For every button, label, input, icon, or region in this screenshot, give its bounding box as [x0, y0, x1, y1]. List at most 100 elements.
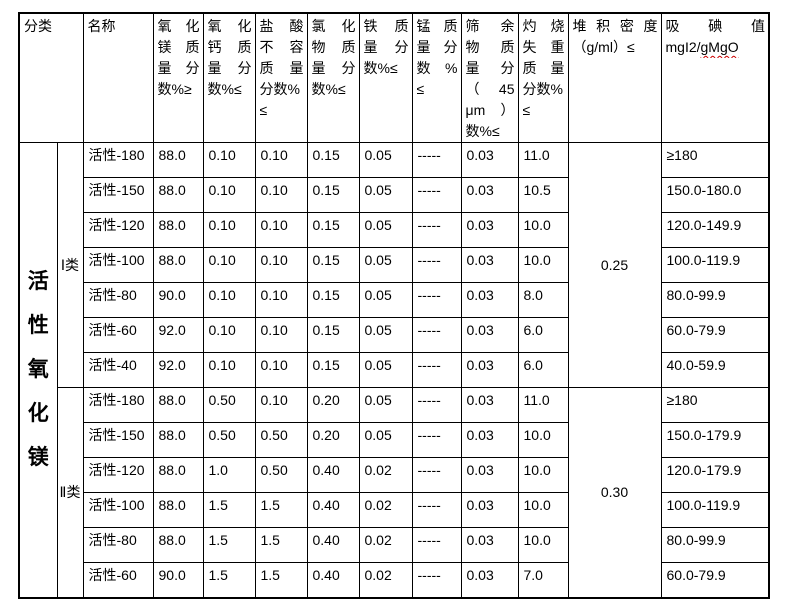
header-line: 数%≤	[311, 81, 346, 97]
cao-cell: 0.10	[202, 247, 256, 283]
chloride-cell: 0.15	[306, 247, 360, 283]
manganese-cell: -----	[411, 247, 462, 283]
iodine-unit-line: mgI2/gMgO	[666, 37, 766, 58]
hcl-insoluble-cell: 1.5	[254, 492, 308, 528]
iodine-value-cell: 80.0-99.9	[660, 282, 770, 318]
manganese-cell: -----	[411, 457, 462, 493]
header-line: 氧化	[157, 18, 200, 34]
mgo-cell: 92.0	[152, 352, 204, 388]
iodine-value-cell: 40.0-59.9	[660, 352, 770, 388]
loss-on-ignition-cell: 11.0	[517, 387, 569, 423]
header-row: 分类 名称 氧化 镁质 量分 数%≥ 氧化 钙质 量分 数%≤ 盐酸 不容 质量 分数% ≤ 氯化物…	[18, 12, 770, 143]
iron-cell: 0.05	[358, 177, 413, 213]
spec-table: 分类 名称 氧化 镁质 量分 数%≥ 氧化 钙质 量分 数%≤ 盐酸 不容 质量 分数% ≤ 氯化物…	[18, 12, 770, 599]
sieve-residue-cell: 0.03	[460, 177, 519, 213]
header-line: 盐酸	[259, 18, 304, 34]
sieve-residue-cell: 0.03	[460, 387, 519, 423]
iron-cell: 0.02	[358, 562, 413, 598]
name-cell: 活性-60	[82, 317, 154, 353]
table-row: 活性-40 92.0 0.10 0.10 0.15 0.05 ----- 0.03 6.0 40.…	[19, 352, 770, 388]
table-row: 活性-80 90.0 0.10 0.10 0.15 0.05 ----- 0.03 8.0 80.…	[19, 282, 770, 318]
header-line: 氯化	[311, 18, 356, 34]
name-cell: 活性-80	[82, 527, 154, 563]
header-line: 量分	[157, 60, 200, 76]
hcl-insoluble-cell: 0.50	[254, 422, 308, 458]
header-line: 数%≤	[465, 123, 500, 139]
loss-on-ignition-cell: 10.5	[517, 177, 569, 213]
col-header-bulk-density: 堆积密度 （g/ml）≤	[567, 12, 662, 143]
manganese-cell: -----	[411, 387, 462, 423]
header-line: 钙质	[207, 39, 252, 55]
iron-cell: 0.05	[358, 352, 413, 388]
header-line: 筛余	[465, 18, 515, 34]
col-header-cao-mass-fraction: 氧化 钙质 量分 数%≤	[202, 12, 256, 143]
header-line: 数%≤	[363, 60, 398, 76]
hcl-insoluble-cell: 1.5	[254, 562, 308, 598]
name-cell: 活性-60	[82, 562, 154, 598]
manganese-cell: -----	[411, 317, 462, 353]
cao-cell: 0.10	[202, 352, 256, 388]
manganese-cell: -----	[411, 352, 462, 388]
header-line: 铁质	[363, 18, 409, 34]
name-cell: 活性-40	[82, 352, 154, 388]
name-cell: 活性-100	[82, 247, 154, 283]
header-line: 镁质	[157, 39, 200, 55]
sieve-residue-cell: 0.03	[460, 492, 519, 528]
iron-cell: 0.02	[358, 492, 413, 528]
table-row: 活性-150 88.0 0.50 0.50 0.20 0.05 ----- 0.03 10.0 1…	[19, 422, 770, 458]
hcl-insoluble-cell: 0.10	[254, 317, 308, 353]
hcl-insoluble-cell: 0.10	[254, 282, 308, 318]
class-group-cell: Ⅰ类	[56, 142, 84, 388]
chloride-cell: 0.40	[306, 492, 360, 528]
mgo-cell: 88.0	[152, 492, 204, 528]
iodine-unit-text: mgI2/	[665, 39, 701, 55]
mgo-cell: 88.0	[152, 527, 204, 563]
chloride-cell: 0.40	[306, 562, 360, 598]
manganese-cell: -----	[411, 282, 462, 318]
loss-on-ignition-cell: 8.0	[517, 282, 569, 318]
iodine-value-cell: 100.0-119.9	[660, 492, 770, 528]
hcl-insoluble-cell: 0.10	[254, 212, 308, 248]
name-cell: 活性-80	[82, 282, 154, 318]
bulk-density-cell: 0.25	[567, 142, 662, 388]
col-header-loss-on-ignition: 灼烧 失重 质量 分数% ≤	[517, 12, 569, 143]
col-header-iron-mass-fraction: 铁质 量分 数%≤	[358, 12, 413, 143]
name-cell: 活性-120	[82, 212, 154, 248]
chloride-cell: 0.40	[306, 457, 360, 493]
header-line: 数 %	[416, 60, 458, 76]
cao-cell: 0.10	[202, 177, 256, 213]
iron-cell: 0.02	[358, 527, 413, 563]
iodine-value-cell: 80.0-99.9	[660, 527, 770, 563]
loss-on-ignition-cell: 10.0	[517, 212, 569, 248]
name-cell: 活性-150	[82, 177, 154, 213]
name-cell: 活性-150	[82, 422, 154, 458]
manganese-cell: -----	[411, 422, 462, 458]
cao-cell: 0.10	[202, 282, 256, 318]
header-line: ≤	[416, 81, 425, 97]
hcl-insoluble-cell: 0.10	[254, 177, 308, 213]
iodine-value-cell: ≥180	[660, 387, 770, 423]
iodine-value-cell: 120.0-179.9	[660, 457, 770, 493]
mgo-cell: 90.0	[152, 562, 204, 598]
iodine-unit-spellcheck-text: gMgO	[700, 39, 739, 55]
sieve-residue-cell: 0.03	[460, 282, 519, 318]
table-row: 活性-80 88.0 1.5 1.5 0.40 0.02 ----- 0.03 10.0 80.0…	[19, 527, 770, 563]
table-row: 活性-60 92.0 0.10 0.10 0.15 0.05 ----- 0.03 6.0 60.…	[19, 317, 770, 353]
header-line: 分数%	[259, 81, 300, 97]
loss-on-ignition-cell: 10.0	[517, 422, 569, 458]
hcl-insoluble-cell: 1.5	[254, 527, 308, 563]
mgo-cell: 88.0	[152, 422, 204, 458]
header-line: 分数%	[522, 81, 563, 97]
loss-on-ignition-cell: 10.0	[517, 457, 569, 493]
loss-on-ignition-cell: 6.0	[517, 352, 569, 388]
col-header-sieve-residue-mass-fraction: 筛余 物质 量分 （45 μm） 数%≤	[460, 12, 519, 143]
bulk-density-cell: 0.30	[567, 387, 662, 598]
loss-on-ignition-cell: 7.0	[517, 562, 569, 598]
hcl-insoluble-cell: 0.10	[254, 247, 308, 283]
table-row: 活性-120 88.0 0.10 0.10 0.15 0.05 ----- 0.03 10.0 1…	[19, 212, 770, 248]
iodine-value-cell: 60.0-79.9	[660, 562, 770, 598]
mgo-cell: 88.0	[152, 212, 204, 248]
cao-cell: 1.5	[202, 527, 256, 563]
header-line: 数%≤	[207, 81, 242, 97]
cao-cell: 1.5	[202, 562, 256, 598]
